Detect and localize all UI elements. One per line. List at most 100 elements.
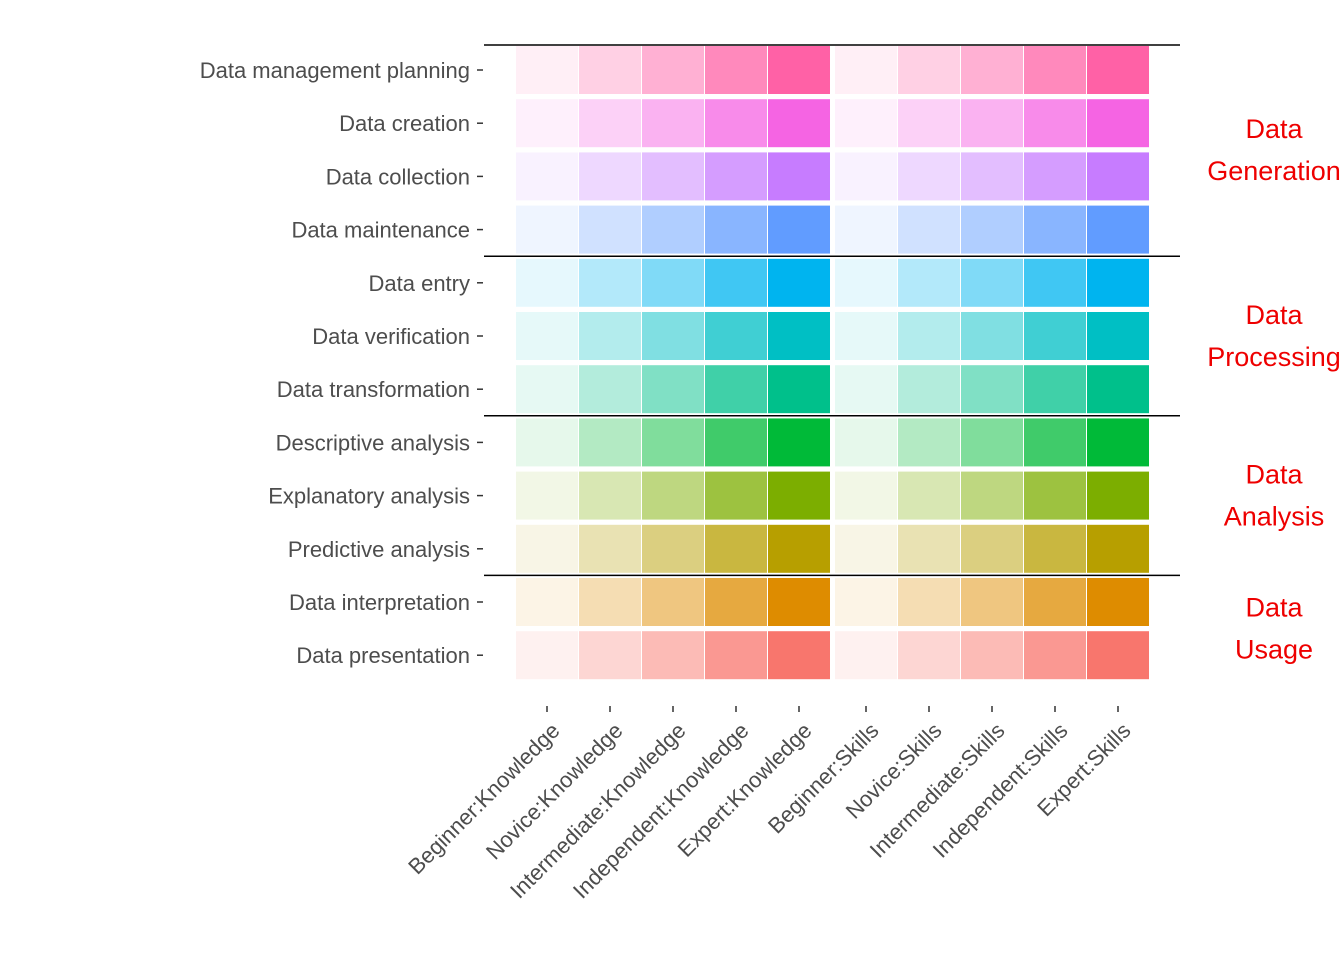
heatmap-cell [705, 524, 767, 573]
group-label-data-processing: Data Processing [1207, 300, 1341, 372]
heatmap-cell [642, 471, 704, 520]
row-label-data-maintenance: Data maintenance [291, 218, 470, 243]
heatmap-cell [961, 365, 1023, 414]
heatmap-cell [642, 524, 704, 573]
heatmap-cell [835, 46, 897, 94]
heatmap-cell [768, 205, 830, 254]
heatmap-cell [1087, 312, 1149, 360]
heatmap-cell [1087, 471, 1149, 520]
heatmap-cell [1024, 524, 1086, 573]
heatmap-cell [1087, 524, 1149, 573]
heatmap-cell [579, 418, 641, 467]
heatmap-cell [516, 578, 578, 626]
heatmap-cell [961, 524, 1023, 573]
row-label-explanatory-analysis: Explanatory analysis [268, 484, 470, 509]
heatmap-cell [516, 46, 578, 94]
heatmap-cell [1087, 258, 1149, 307]
heatmap-cell [579, 99, 641, 148]
group-label-line: Processing [1207, 342, 1341, 372]
heatmap-cell [516, 365, 578, 414]
heatmap-cell [579, 258, 641, 307]
group-label-line: Generation [1207, 156, 1341, 186]
heatmap-cell [835, 258, 897, 307]
heatmap-cell [961, 205, 1023, 254]
heatmap-cell [1024, 471, 1086, 520]
heatmap-cell [961, 99, 1023, 148]
heatmap-cell [1087, 365, 1149, 414]
heatmap-cell [642, 46, 704, 94]
group-label-data-usage: Data Usage [1235, 593, 1313, 665]
heatmap-cell [768, 46, 830, 94]
heatmap-cell [961, 418, 1023, 467]
heatmap-cell [1087, 152, 1149, 201]
heatmap-cell [835, 152, 897, 201]
group-label-data-generation: Data Generation [1207, 114, 1341, 186]
heatmap-cell [516, 418, 578, 467]
heatmap-cell [705, 205, 767, 254]
heatmap-cell [1024, 631, 1086, 680]
group-labels: Data Generation Data Processing Data Analysis… [1207, 114, 1341, 665]
row-label-data-creation: Data creation [339, 111, 470, 136]
heatmap-cell [768, 99, 830, 148]
heatmap-cell [1087, 205, 1149, 254]
group-label-line: Data [1245, 114, 1303, 144]
heatmap-cell [642, 312, 704, 360]
heatmap-cell [835, 312, 897, 360]
heatmap-cell [516, 258, 578, 307]
heatmap-cell [768, 631, 830, 680]
group-label-data-analysis: Data Analysis [1224, 460, 1325, 532]
heatmap-cell [705, 312, 767, 360]
heatmap-cell [642, 365, 704, 414]
heatmap-cell [1024, 46, 1086, 94]
heatmap-cell [579, 631, 641, 680]
heatmap-cell [768, 258, 830, 307]
heatmap-cell [1024, 365, 1086, 414]
heatmap-cell [768, 365, 830, 414]
heatmap-cell [642, 205, 704, 254]
heatmap-cell [768, 471, 830, 520]
heatmap-cell [835, 578, 897, 626]
heatmap-cell [579, 578, 641, 626]
row-label-data-interpretation: Data interpretation [289, 590, 470, 615]
heatmap-cell [898, 631, 960, 680]
heatmap-cell [642, 418, 704, 467]
heatmap-cell [898, 258, 960, 307]
heatmap-cell [898, 578, 960, 626]
heatmap-cell [705, 152, 767, 201]
row-label-data-transformation: Data transformation [277, 377, 470, 402]
heatmap-cell [516, 205, 578, 254]
group-label-line: Data [1245, 460, 1303, 490]
row-label-predictive-analysis: Predictive analysis [288, 537, 470, 562]
row-label-data-management-planning: Data management planning [200, 58, 470, 83]
heatmap-cell [898, 99, 960, 148]
row-label-data-entry: Data entry [369, 271, 471, 296]
heatmap-cell [579, 471, 641, 520]
heatmap-cell [961, 471, 1023, 520]
heatmap-cell [642, 258, 704, 307]
heatmap-cell [516, 471, 578, 520]
heatmap-cell [579, 365, 641, 414]
heatmap-cell [516, 524, 578, 573]
group-label-line: Data [1245, 593, 1303, 623]
heatmap-cell [1024, 418, 1086, 467]
heatmap-cell [898, 312, 960, 360]
heatmap-cell [1087, 631, 1149, 680]
heatmap-cell [1024, 578, 1086, 626]
heatmap-cell [961, 631, 1023, 680]
heatmap-cell [705, 418, 767, 467]
heatmap-cell [1087, 99, 1149, 148]
heatmap-cell [835, 365, 897, 414]
heatmap-cell [1024, 152, 1086, 201]
row-labels: Data management planning Data creation Dat… [200, 58, 483, 668]
heatmap-cell [835, 99, 897, 148]
heatmap-cell [579, 312, 641, 360]
heatmap-cell [898, 205, 960, 254]
heatmap-cell [898, 471, 960, 520]
heatmap-cell [768, 524, 830, 573]
heatmap-cell [1087, 418, 1149, 467]
heatmap-cell [1087, 578, 1149, 626]
row-label-data-collection: Data collection [326, 164, 470, 189]
heatmap-cell [579, 46, 641, 94]
heatmap-cell [835, 205, 897, 254]
